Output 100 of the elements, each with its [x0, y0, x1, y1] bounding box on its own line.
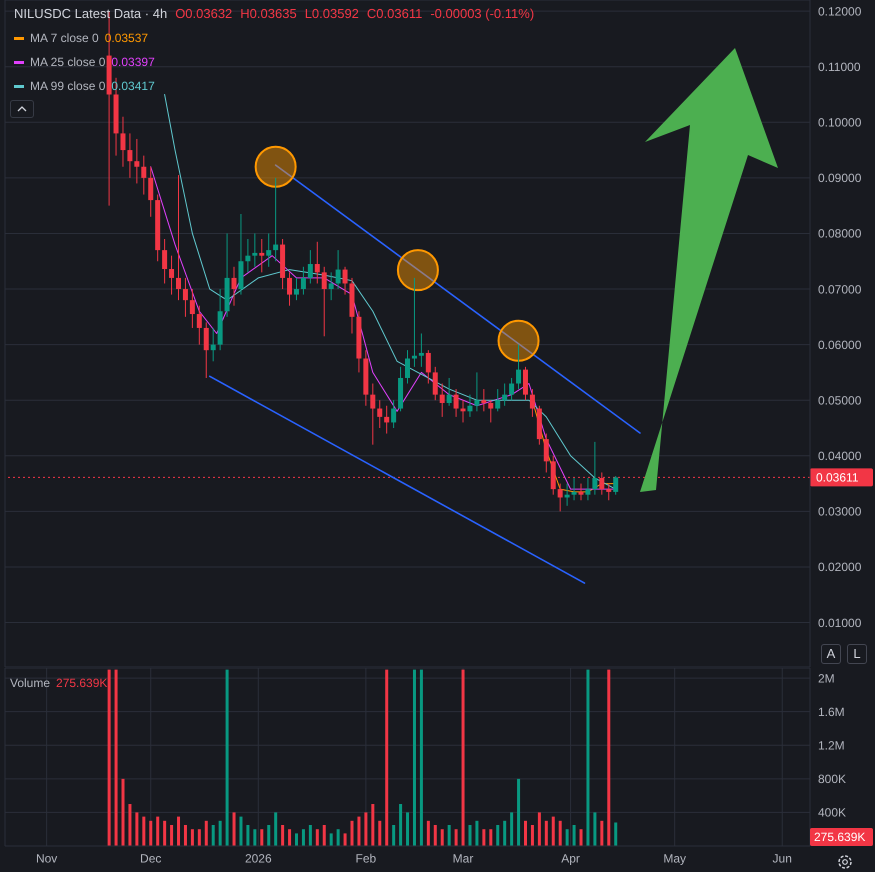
y-tick-label: 0.11000 — [818, 60, 861, 74]
bar — [538, 812, 541, 846]
bar — [420, 670, 423, 846]
bar — [267, 825, 270, 846]
bar — [572, 825, 576, 846]
x-tick-label: Dec — [140, 852, 162, 866]
text: L — [847, 644, 867, 664]
candlestick — [384, 405, 390, 434]
point — [498, 320, 540, 362]
candlestick — [245, 238, 250, 273]
point — [254, 146, 297, 188]
candlestick — [488, 400, 494, 423]
candlestick — [266, 232, 272, 268]
candlestick — [162, 238, 168, 284]
candlestick — [613, 476, 618, 496]
candlestick — [120, 116, 126, 168]
bar — [510, 812, 514, 846]
y-tick-label: 400K — [818, 806, 846, 820]
annotation: O0.03632 — [175, 6, 232, 21]
bar — [385, 670, 388, 846]
bar — [482, 829, 486, 846]
candlestick — [474, 372, 480, 412]
candlestick — [530, 388, 535, 418]
bar — [468, 825, 472, 846]
candlestick — [322, 266, 327, 337]
bar — [434, 825, 437, 846]
bar — [198, 829, 201, 846]
candlestick — [405, 350, 410, 384]
candlestick — [196, 305, 202, 346]
bar — [586, 670, 590, 846]
bar — [371, 804, 374, 846]
bar — [177, 816, 180, 846]
candlestick — [426, 350, 431, 384]
bar — [406, 812, 410, 846]
y-tick-label: 0.10000 — [818, 116, 862, 130]
candlestick — [169, 255, 174, 296]
bar — [593, 812, 596, 846]
bar — [288, 829, 292, 846]
candlestick — [495, 388, 500, 412]
candlestick — [432, 366, 438, 401]
candlestick — [210, 327, 216, 362]
bar — [170, 825, 174, 846]
candlestick — [516, 344, 522, 390]
bar — [517, 778, 520, 846]
candlestick — [141, 155, 146, 196]
bar — [475, 820, 478, 846]
legend-label: MA 7 close 0 — [30, 31, 99, 45]
annotation: C0.03611 — [366, 6, 422, 21]
bar — [142, 816, 146, 846]
bar — [212, 825, 215, 846]
ref-line-label: 0.03611 — [816, 470, 859, 484]
point — [396, 249, 439, 292]
bar — [600, 820, 604, 846]
y-tick-label: 0.09000 — [818, 171, 862, 186]
bar — [246, 825, 250, 846]
candlestick — [592, 441, 598, 496]
bar — [156, 816, 160, 846]
x-tick-label: Feb — [356, 852, 377, 866]
candlestick — [273, 177, 278, 262]
bar — [552, 816, 555, 846]
bar — [281, 825, 284, 846]
y-tick-label: 800K — [818, 772, 846, 786]
y-tick-label: 0.05000 — [818, 393, 862, 408]
bar — [184, 825, 187, 846]
candlestick — [134, 138, 140, 184]
candlestick — [564, 483, 570, 506]
y-tick-label: 1.2M — [818, 738, 845, 753]
bar — [253, 829, 256, 846]
bar — [302, 829, 305, 846]
bar — [322, 825, 326, 846]
bar — [308, 825, 312, 846]
candlestick — [502, 383, 508, 406]
bar — [392, 825, 396, 846]
candlestick — [336, 250, 341, 290]
x-tick-label: 2026 — [244, 852, 272, 866]
candlestick — [558, 483, 563, 512]
y-tick-label: 0.02000 — [818, 560, 862, 574]
legend-label: MA 99 close 0 — [30, 79, 106, 93]
candlestick — [454, 388, 459, 418]
y-tick-label: 0.06000 — [818, 338, 862, 352]
bar — [108, 670, 111, 846]
y-tick-label: 1.6M — [818, 704, 845, 719]
bar — [558, 820, 562, 846]
annotation: -0.00003 (-0.11%) — [430, 6, 534, 21]
candlestick — [377, 400, 382, 428]
candlestick — [440, 383, 445, 418]
x-tick-label: Apr — [561, 852, 580, 866]
bar — [454, 829, 458, 846]
bar — [135, 812, 138, 846]
text: 275.639K — [810, 828, 873, 846]
candlestick — [300, 266, 306, 296]
candlestick — [127, 132, 132, 178]
candlestick — [446, 377, 452, 406]
bar — [114, 670, 118, 846]
bar — [496, 825, 500, 846]
candlestick — [148, 166, 154, 218]
bar — [163, 820, 166, 846]
annotation: L0.03592 — [304, 6, 359, 21]
candlestick — [182, 277, 188, 318]
legend-label: MA 25 close 0 — [30, 55, 106, 69]
